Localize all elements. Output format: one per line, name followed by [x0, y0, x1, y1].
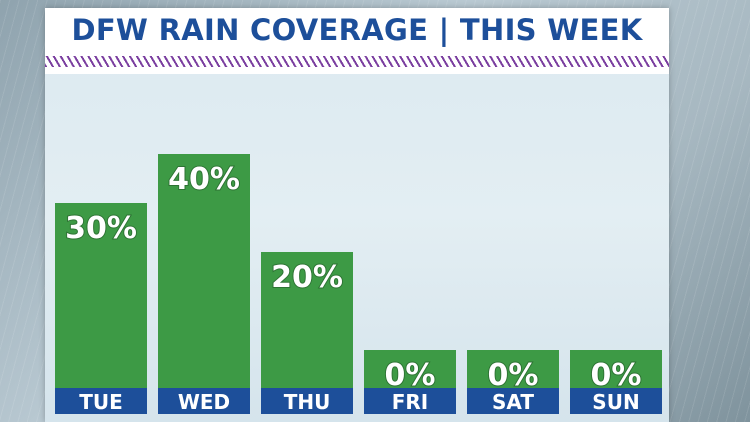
- decorative-stripe: [45, 52, 669, 74]
- day-band-fri: [364, 388, 456, 414]
- graphic-panel: DFW RAIN COVERAGE | THIS WEEK: [45, 8, 669, 422]
- bar-fri: [364, 350, 456, 388]
- category-label-tue: TUE: [79, 390, 123, 414]
- category-label-wed: WED: [178, 390, 230, 414]
- category-label-thu: THU: [284, 390, 331, 414]
- day-band-thu: [261, 388, 353, 414]
- day-band-tue: [55, 388, 147, 414]
- bar-tue: [55, 203, 147, 388]
- bar-thu: [261, 252, 353, 388]
- data-label-sun: 0%: [591, 358, 642, 393]
- bar-sun: [570, 350, 662, 388]
- data-label-thu: 20%: [271, 260, 343, 295]
- category-label-sun: SUN: [592, 390, 639, 414]
- data-label-fri: 0%: [385, 358, 436, 393]
- data-label-wed: 40%: [168, 162, 240, 197]
- bar-sat: [467, 350, 559, 388]
- title-bar: DFW RAIN COVERAGE | THIS WEEK: [45, 8, 669, 52]
- bar-wed: [158, 154, 250, 388]
- data-label-tue: 30%: [65, 211, 137, 246]
- category-label-sat: SAT: [492, 390, 534, 414]
- data-label-sat: 0%: [488, 358, 539, 393]
- category-label-fri: FRI: [392, 390, 429, 414]
- day-band-sun: [570, 388, 662, 414]
- day-band-wed: [158, 388, 250, 414]
- chart-title: DFW RAIN COVERAGE | THIS WEEK: [71, 13, 643, 47]
- day-band-sat: [467, 388, 559, 414]
